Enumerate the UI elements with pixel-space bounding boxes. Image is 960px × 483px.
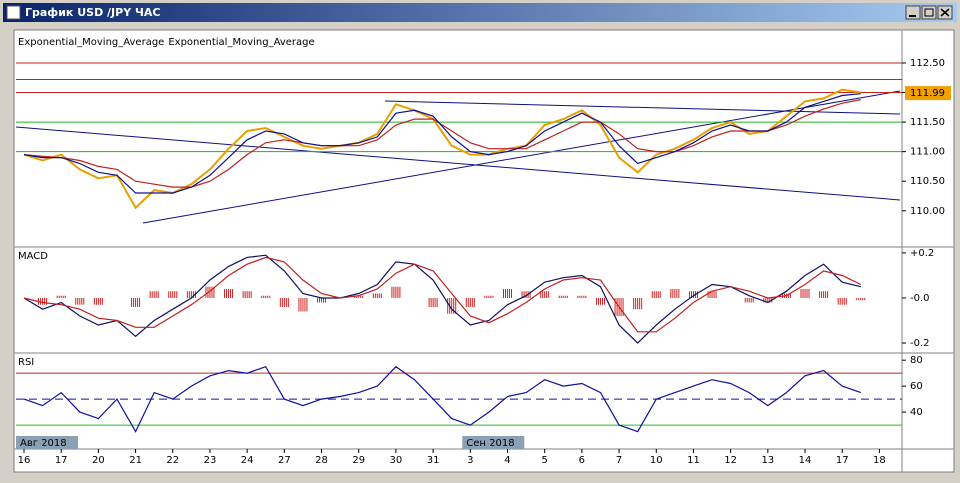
app-icon <box>6 5 21 20</box>
y-tick-label: 110.00 <box>910 206 945 217</box>
y-tick-label: 111.50 <box>910 117 945 128</box>
x-tick-label: 24 <box>241 455 254 466</box>
x-tick-label: 13 <box>761 455 774 466</box>
series-line <box>23 88 861 210</box>
x-tick-label: 30 <box>390 455 403 466</box>
x-tick-label: 22 <box>166 455 179 466</box>
x-tick-label: 4 <box>504 455 510 466</box>
series-line <box>23 365 861 433</box>
x-tick-label: 5 <box>541 455 547 466</box>
y-tick-label: 112.50 <box>910 58 945 69</box>
x-tick-label: 17 <box>55 455 68 466</box>
y-tick-label: +0.2 <box>910 248 934 259</box>
y-tick-label: 40 <box>910 407 923 418</box>
x-tick-label: 14 <box>799 455 812 466</box>
x-tick-label: 18 <box>873 455 886 466</box>
series-line <box>23 254 861 344</box>
legend-entry: Exponential_Moving_Average <box>168 37 314 48</box>
y-tick-label: 110.50 <box>910 176 945 187</box>
x-tick-label: 20 <box>92 455 105 466</box>
trend-lines <box>15 90 901 224</box>
x-tick-label: 7 <box>616 455 622 466</box>
period-box <box>462 436 525 449</box>
last-price-label: 111.99 <box>910 88 945 99</box>
title-bar <box>3 3 957 22</box>
series-line <box>23 93 861 194</box>
y-tick-label: 111.00 <box>910 147 945 158</box>
x-tick-label: 23 <box>204 455 217 466</box>
y-tick-label: 80 <box>910 355 923 366</box>
x-tick-label: 29 <box>352 455 365 466</box>
series-line <box>23 99 861 188</box>
y-tick-label: -0.0 <box>910 293 930 304</box>
legend-entry: Exponential_Moving_Average <box>18 37 164 48</box>
period-label: Авг 2018 <box>20 438 67 449</box>
x-tick-label: 3 <box>467 455 473 466</box>
window-buttons[interactable] <box>905 5 953 20</box>
panel-title: RSI <box>18 357 34 368</box>
period-label: Сен 2018 <box>466 438 514 449</box>
x-tick-label: 16 <box>18 455 31 466</box>
x-tick-label: 31 <box>427 455 440 466</box>
period-box <box>16 436 78 449</box>
x-tick-label: 12 <box>724 455 737 466</box>
x-tick-label: 10 <box>650 455 663 466</box>
x-tick-label: 21 <box>129 455 142 466</box>
minimize[interactable] <box>905 5 921 20</box>
last-price-tag <box>905 86 951 101</box>
chart-area <box>13 29 955 473</box>
x-tick-label: 27 <box>278 455 291 466</box>
window-title: График USD /JPY ЧАС <box>25 6 160 19</box>
series-line <box>23 256 862 333</box>
x-tick-label: 17 <box>836 455 849 466</box>
x-tick-label: 28 <box>315 455 328 466</box>
y-tick-label: 60 <box>910 381 923 392</box>
x-tick-label: 6 <box>579 455 585 466</box>
panel-title: MACD <box>18 251 48 262</box>
y-tick-label: -0.2 <box>910 338 930 349</box>
x-tick-label: 11 <box>687 455 700 466</box>
maximize[interactable] <box>921 5 937 20</box>
